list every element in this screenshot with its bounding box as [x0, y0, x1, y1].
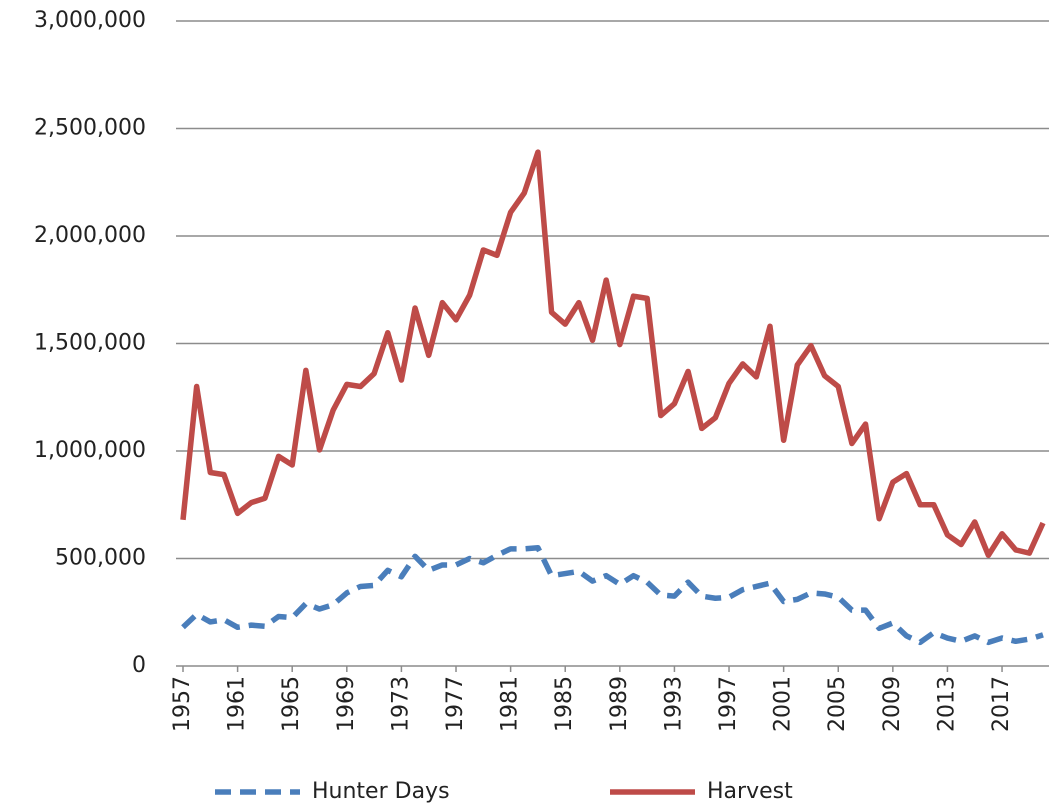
legend-label: Harvest — [707, 779, 793, 804]
x-tick-label: 1977 — [443, 676, 468, 732]
x-tick-label: 1981 — [498, 676, 523, 732]
x-tick-label: 1957 — [170, 676, 195, 732]
legend-label: Hunter Days — [312, 779, 450, 804]
y-tick-label: 1,500,000 — [34, 331, 146, 356]
y-tick-label: 2,500,000 — [34, 116, 146, 141]
x-tick-label: 2017 — [989, 676, 1014, 732]
x-tick-label: 2001 — [771, 676, 796, 732]
x-tick-label: 1969 — [334, 676, 359, 732]
x-tick-label: 2013 — [934, 676, 959, 732]
x-tick-label: 1973 — [388, 676, 413, 732]
y-tick-label: 2,000,000 — [34, 223, 146, 248]
x-tick-label: 1985 — [552, 676, 577, 732]
x-tick-label: 2005 — [825, 676, 850, 732]
x-tick-label: 1965 — [279, 676, 304, 732]
x-tick-label: 1993 — [661, 676, 686, 732]
series-line — [180, 149, 1046, 559]
y-tick-label: 1,000,000 — [34, 438, 146, 463]
x-tick-label: 1997 — [716, 676, 741, 732]
y-tick-label: 3,000,000 — [34, 8, 146, 33]
x-tick-label: 1961 — [225, 676, 250, 732]
x-tick-label: 1989 — [607, 676, 632, 732]
x-tick-label: 2009 — [880, 676, 905, 732]
y-tick-label: 0 — [132, 653, 146, 678]
y-tick-label: 500,000 — [55, 546, 146, 571]
series-line — [181, 545, 1044, 646]
